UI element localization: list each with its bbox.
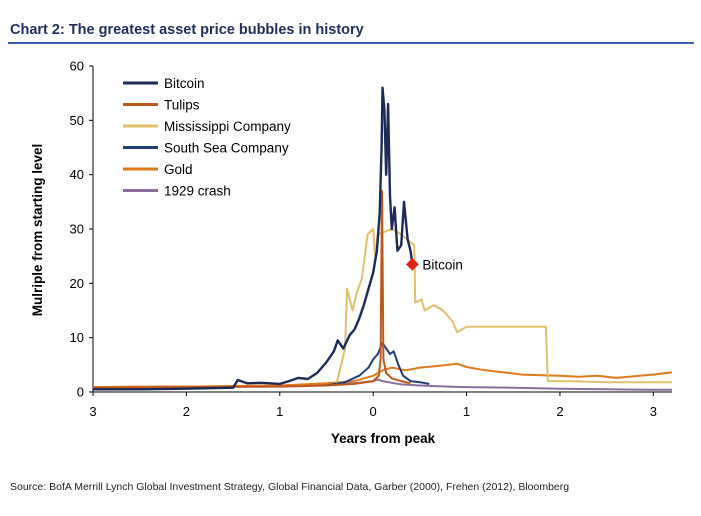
y-tick-label: 20 [70, 276, 84, 291]
series-line-tulips [92, 190, 411, 389]
x-tick-label: 3 [650, 404, 657, 419]
legend-label-gold: Gold [164, 162, 193, 177]
title-divider [8, 42, 694, 44]
legend-label-south-sea-company: South Sea Company [164, 141, 289, 156]
x-tick-label: 2 [556, 404, 563, 419]
x-tick-label: 1 [463, 404, 470, 419]
y-tick-label: 60 [70, 59, 84, 74]
y-tick-label: 30 [70, 222, 84, 237]
legend-label-mississippi-company: Mississippi Company [164, 119, 291, 134]
x-tick-label: 0 [370, 404, 377, 419]
series-line-south-sea-company [326, 342, 430, 387]
series-line-bitcoin [93, 86, 414, 391]
legend-label-tulips: Tulips [164, 98, 200, 113]
source-note: Source: BofA Merrill Lynch Global Invest… [10, 481, 570, 493]
y-tick-label: 50 [70, 113, 84, 128]
chart-legend: Bitcoin Tulips Mississippi Company South Se… [123, 76, 291, 199]
x-tick-label: 2 [183, 404, 190, 419]
x-axis-label: Years from peak [331, 431, 436, 446]
chart-series [92, 86, 673, 391]
legend-label-1929-crash: 1929 crash [164, 184, 231, 199]
chart-title: Chart 2: The greatest asset price bubble… [10, 22, 364, 38]
annotation-marker [406, 257, 419, 271]
y-axis-label: Mulriple from starting level [30, 144, 45, 317]
y-tick-label: 10 [70, 330, 84, 345]
x-tick-label: 1 [276, 404, 283, 419]
y-tick-label: 0 [77, 385, 84, 400]
series-line-gold [92, 362, 673, 389]
legend-label-bitcoin: Bitcoin [164, 76, 205, 91]
y-tick-label: 40 [70, 167, 84, 182]
x-tick-label: 3 [89, 404, 96, 419]
annotation-label: Bitcoin [422, 257, 463, 272]
series-line-mississippi-company [334, 228, 672, 387]
chart-annotation: Bitcoin [406, 257, 463, 272]
